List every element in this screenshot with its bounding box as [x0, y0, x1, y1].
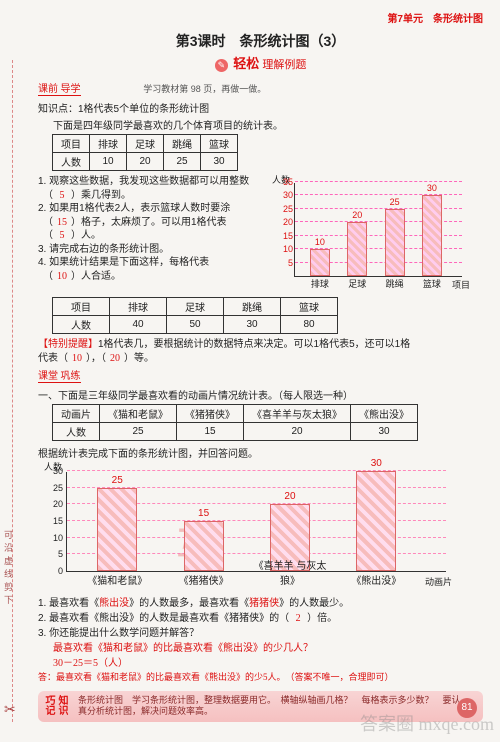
table-row: 人数 25 15 20 30 — [53, 423, 418, 441]
table-2: 项目 排球 足球 跳绳 篮球 人数 40 50 30 80 — [52, 297, 338, 334]
hw-q: 最喜欢看《猫和老鼠》的比最喜欢看《熊出没》的少几人？ — [38, 641, 483, 656]
chart1-axis: 510152025303510排球20足球25跳绳30篮球 — [294, 183, 462, 277]
tip-line1: 条形统计图 学习条形统计图，整理数据要用它。 横轴纵轴画几格？ 每格表示多少数？… — [78, 695, 477, 707]
scissors-icon: ✂ — [4, 701, 16, 718]
answers: 1. 最喜欢看《熊出没》的人数最多，最喜欢看《猪猪侠》的人数最少。 2. 最喜欢… — [38, 596, 483, 685]
pre-note: 学习教材第 98 页，再做一做。 — [143, 84, 266, 94]
badge-icon: ✎ — [215, 59, 229, 72]
sec1-title: 一、下面是三年级同学最喜欢看的动画片情况统计表。（每人限选一种） — [38, 387, 483, 402]
bottom-watermark: 答案圈 mxqe.com — [360, 710, 494, 736]
class-label: 课堂 巩练 — [38, 367, 81, 383]
pre-label: 课前 导学 — [38, 80, 81, 96]
row-q-chart: 1. 观察这些数据，我发现这些数据都可以用整数 （5）乘几得到。 2. 如果用1… — [38, 175, 483, 295]
reminder: 【特别提醒】1格代表几，要根据统计的数据特点来决定。可以1格代表5，还可以1格 … — [38, 338, 483, 365]
hw-ans: 答：最喜欢看《猫和老鼠》的比最喜欢看《熊出没》的少5人。 （答案不唯一，合理即可… — [38, 671, 483, 685]
chart1-xlabel: 项目 — [452, 278, 470, 291]
table-row: 人数 10 20 25 30 — [53, 153, 238, 171]
chart-2: 人数 互 动 05101520253025《猫和老鼠》15《猪猪侠》20《喜羊羊… — [38, 462, 458, 592]
subtitle-rest: 理解例题 — [262, 59, 306, 71]
table-row: 人数 40 50 30 80 — [53, 316, 338, 334]
pre-row: 课前 导学 学习教材第 98 页，再做一做。 — [38, 78, 483, 98]
chart2-xlabel: 动画片 — [425, 575, 452, 588]
chart2-axis: 互 动 05101520253025《猫和老鼠》15《猪猪侠》20《喜羊羊 与灰… — [66, 472, 446, 572]
lesson-title: 第3课时 条形统计图（3） — [38, 31, 483, 51]
table-row: 项目 排球 足球 跳绳 篮球 — [53, 298, 338, 316]
kp-intro: 下面是四年级同学最喜欢的几个体育项目的统计表。 — [38, 117, 483, 132]
subtitle-script: 轻松 — [233, 56, 259, 71]
cut-line — [12, 60, 13, 722]
table-3: 动画片 《猫和老鼠》 《猪猪侠》 《喜羊羊与灰太狼》 《熊出没》 人数 25 1… — [52, 404, 418, 441]
table-row: 动画片 《猫和老鼠》 《猪猪侠》 《喜羊羊与灰太狼》 《熊出没》 — [53, 405, 418, 423]
subtitle: ✎ 轻松 理解例题 — [38, 53, 483, 72]
page: 第7单元 条形统计图 第3课时 条形统计图（3） ✎ 轻松 理解例题 课前 导学… — [38, 10, 483, 722]
cut-label: 可沿虚线剪下 — [2, 530, 15, 608]
unit-header: 第7单元 条形统计图 — [38, 10, 483, 25]
table-1: 项目 排球 足球 跳绳 篮球 人数 10 20 25 30 — [52, 134, 238, 171]
hw-calc: 30－25＝5（人） — [38, 656, 483, 671]
sec1-note: 根据统计表完成下面的条形统计图，并回答问题。 — [38, 445, 483, 460]
chart-1: 人数 510152025303510排球20足球25跳绳30篮球 项目 — [268, 175, 468, 295]
table-row: 项目 排球 足球 跳绳 篮球 — [53, 135, 238, 153]
tip-label: 知识巧记 — [42, 695, 68, 722]
kp-title: 知识点：1格代表5个单位的条形统计图 — [38, 100, 483, 115]
questions-1-4: 1. 观察这些数据，我发现这些数据都可以用整数 （5）乘几得到。 2. 如果用1… — [38, 175, 268, 283]
